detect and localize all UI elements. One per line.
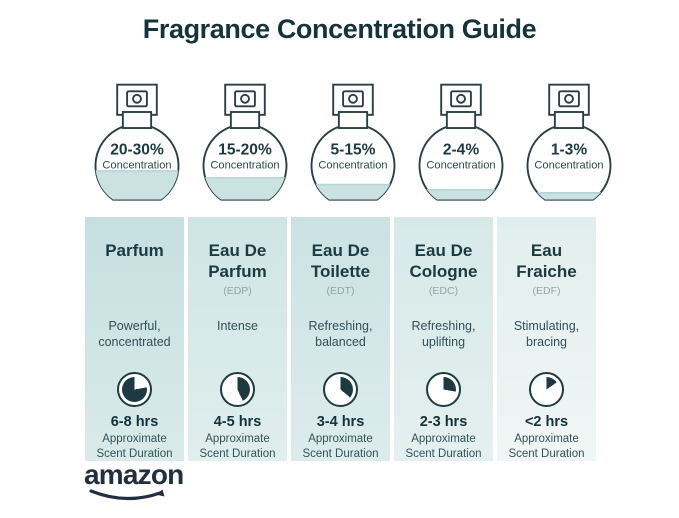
fragrance-column-eau-de-parfum: Eau De Parfum (EDP) Intense 4-5 hrs Appr…	[188, 217, 287, 461]
liquid-fill	[311, 183, 395, 200]
fragrance-name: Parfum	[105, 241, 164, 260]
scent-duration: 2-3 hrs	[419, 414, 468, 430]
bottle-cell: 1-3% Concentration	[517, 79, 621, 211]
fragrance-description: Refreshing, uplifting	[411, 319, 476, 349]
amazon-smile-icon	[89, 489, 165, 501]
liquid-fill	[527, 192, 611, 200]
duration-caption-line1: Approximate	[205, 433, 270, 445]
bottle-collar	[337, 111, 369, 129]
clock-wrap	[426, 370, 461, 408]
clock-wrap	[529, 370, 564, 408]
scent-duration: 4-5 hrs	[213, 414, 262, 430]
perfume-bottle: 1-3% Concentration	[526, 83, 612, 201]
perfume-bottle: 20-30% Concentration	[94, 83, 180, 201]
fragrance-name: Eau De Toilette	[310, 241, 371, 281]
bottle-cell: 15-20% Concentration	[193, 79, 297, 211]
clock-wrap	[117, 370, 152, 408]
clock-icon	[117, 371, 152, 407]
duration-caption-line1: Approximate	[102, 433, 167, 445]
concentration-value: 15-20%	[218, 141, 272, 158]
fragrance-abbr: (EDT)	[326, 285, 355, 297]
duration-caption-line1: Approximate	[514, 433, 579, 445]
bottle-collar	[229, 111, 261, 129]
amazon-logo: amazon	[84, 460, 194, 508]
duration-caption-line2: Scent Duration	[508, 447, 585, 460]
liquid-fill	[95, 170, 179, 200]
concentration-value: 2-4%	[443, 141, 479, 158]
scent-duration: 3-4 hrs	[316, 414, 365, 430]
concentration-label: Concentration	[534, 160, 603, 172]
perfume-bottle: 2-4% Concentration	[418, 83, 504, 201]
clock-wedge	[534, 376, 559, 402]
clock-wrap	[323, 370, 358, 408]
fragrance-description: Stimulating, bracing	[513, 319, 580, 349]
clock-wedge	[431, 376, 456, 402]
bottle-cell: 5-15% Concentration	[301, 79, 405, 211]
scent-duration: <2 hrs	[524, 414, 569, 430]
liquid-fill	[203, 176, 287, 200]
fragrance-name: Eau Fraiche	[516, 241, 577, 281]
nozzle-icon	[240, 93, 250, 104]
fragrance-description: Refreshing, balanced	[308, 319, 373, 349]
nozzle-icon	[348, 93, 358, 104]
fragrance-name: Eau De Parfum	[208, 241, 267, 281]
bottle-collar	[553, 111, 585, 129]
fragrance-column-eau-fraiche: Eau Fraiche (EDF) Stimulating, bracing <…	[497, 217, 596, 461]
concentration-value: 5-15%	[331, 141, 376, 158]
fragrance-name: Eau De Cologne	[409, 241, 478, 281]
nozzle-icon	[564, 93, 574, 104]
concentration-label: Concentration	[318, 160, 387, 172]
fragrance-column-eau-de-toilette: Eau De Toilette (EDT) Refreshing, balanc…	[291, 217, 390, 461]
bottle-collar	[121, 111, 153, 129]
liquid-fill	[419, 189, 503, 200]
clock-icon	[220, 371, 255, 407]
amazon-logo-text: amazon	[84, 459, 184, 490]
column-header: Parfum	[100, 240, 169, 318]
column-header: Eau De Parfum (EDP)	[188, 240, 287, 318]
fragrance-abbr: (EDF)	[532, 285, 561, 297]
duration-caption-line2: Scent Duration	[199, 447, 276, 460]
perfume-bottle: 5-15% Concentration	[310, 83, 396, 201]
concentration-value: 1-3%	[551, 141, 587, 158]
column-header: Eau De Cologne (EDC)	[394, 240, 493, 318]
bottle-collar	[445, 111, 477, 129]
clock-icon	[323, 371, 358, 407]
column-header: Eau De Toilette (EDT)	[291, 240, 390, 318]
duration-caption-line1: Approximate	[411, 433, 476, 445]
concentration-label: Concentration	[210, 160, 279, 172]
fragrance-column-parfum: Parfum Powerful, concentrated 6-8 hrs Ap…	[85, 217, 184, 461]
clock-icon	[529, 371, 564, 407]
clock-wedge	[122, 376, 147, 402]
bottle-cell: 2-4% Concentration	[409, 79, 513, 211]
concentration-value: 20-30%	[110, 141, 164, 158]
duration-caption-line1: Approximate	[308, 433, 373, 445]
duration-caption-line2: Scent Duration	[96, 447, 173, 460]
fragrance-abbr: (EDP)	[223, 285, 252, 297]
clock-wrap	[220, 370, 255, 408]
column-header: Eau Fraiche (EDF)	[497, 240, 596, 318]
page-title: Fragrance Concentration Guide	[142, 14, 537, 44]
concentration-label: Concentration	[102, 160, 171, 172]
perfume-bottle: 15-20% Concentration	[202, 83, 288, 201]
bottles-row: 20-30% Concentration 15-20% Concentratio…	[85, 79, 612, 211]
fragrance-abbr: (EDC)	[428, 285, 459, 297]
fragrance-column-eau-de-cologne: Eau De Cologne (EDC) Refreshing, uplifti…	[394, 217, 493, 461]
nozzle-icon	[456, 93, 466, 104]
nozzle-icon	[132, 93, 142, 104]
fragrance-description: Powerful, concentrated	[98, 319, 171, 349]
concentration-label: Concentration	[426, 160, 495, 172]
clock-wedge	[328, 376, 353, 402]
scent-duration: 6-8 hrs	[110, 414, 159, 430]
clock-wedge	[225, 376, 250, 402]
clock-icon	[426, 371, 461, 407]
fragrance-description: Intense	[216, 319, 258, 333]
spray-head	[548, 83, 590, 116]
duration-caption-line2: Scent Duration	[405, 447, 482, 460]
bottle-cell: 20-30% Concentration	[85, 79, 189, 211]
fragrance-table: Parfum Powerful, concentrated 6-8 hrs Ap…	[85, 217, 596, 461]
duration-caption-line2: Scent Duration	[302, 447, 379, 460]
